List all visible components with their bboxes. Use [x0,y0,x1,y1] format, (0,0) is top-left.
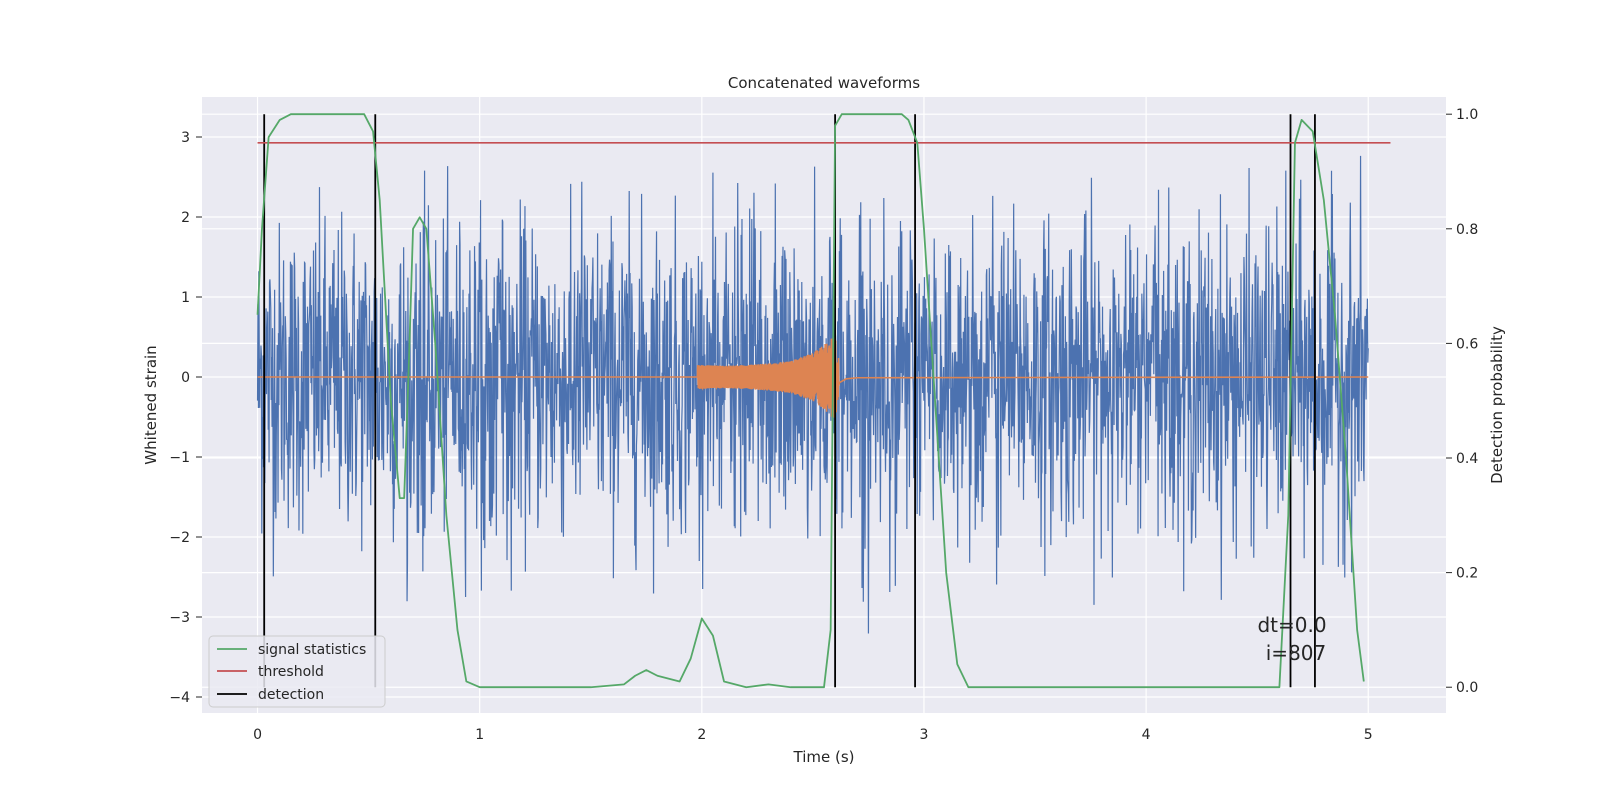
legend-label: threshold [258,664,324,680]
legend-label: signal statistics [258,642,366,658]
y-right-tick-label: 0.2 [1456,566,1478,582]
y-right-tick-label: 0.4 [1456,451,1478,467]
annotation-index: i=807 [1266,641,1327,665]
ticks: 0 1 2 3 4 5 −4 −3 −2 −1 0 1 2 3 0.0 0.2 0.4 0.6 0.8 1.0 [169,107,1478,743]
y-right-tick-label: 0.0 [1456,680,1478,696]
chart-title: Concatenated waveforms [728,74,920,92]
y-left-tick-label: −3 [169,610,190,626]
x-tick-label: 0 [253,727,262,743]
y-left-tick-label: −2 [169,530,190,546]
legend-item-signal-statistics: signal statistics [217,642,366,658]
y-left-tick-label: 3 [181,130,190,146]
y-axis-right-label: Detection probability [1488,326,1506,484]
legend: signal statistics threshold detection [208,635,386,708]
y-axis-left-label: Whitened strain [142,345,160,464]
legend-box [208,635,386,708]
injected-signal-line [257,337,1369,418]
y-right-tick-label: 1.0 [1456,107,1478,123]
y-left-tick-label: −4 [169,690,190,706]
y-left-tick-label: −1 [169,450,190,466]
y-right-tick-label: 0.8 [1456,222,1478,238]
annotation-dt: dt=0.0 [1257,613,1326,637]
plot-area [256,113,1391,689]
legend-item-threshold: threshold [217,664,324,680]
y-right-tick-label: 0.6 [1456,336,1478,352]
y-left-tick-label: 0 [181,370,190,386]
legend-label: detection [258,687,324,703]
x-tick-label: 3 [920,727,929,743]
x-tick-label: 4 [1142,727,1151,743]
legend-item-detection: detection [217,687,324,703]
x-tick-label: 5 [1364,727,1373,743]
strain-series-line [256,155,1369,634]
y-left-tick-label: 2 [181,210,190,226]
x-tick-label: 2 [697,727,706,743]
x-axis-label: Time (s) [793,748,855,766]
signal-statistics-line [256,113,1365,689]
y-left-tick-label: 1 [181,290,190,306]
x-tick-label: 1 [475,727,484,743]
